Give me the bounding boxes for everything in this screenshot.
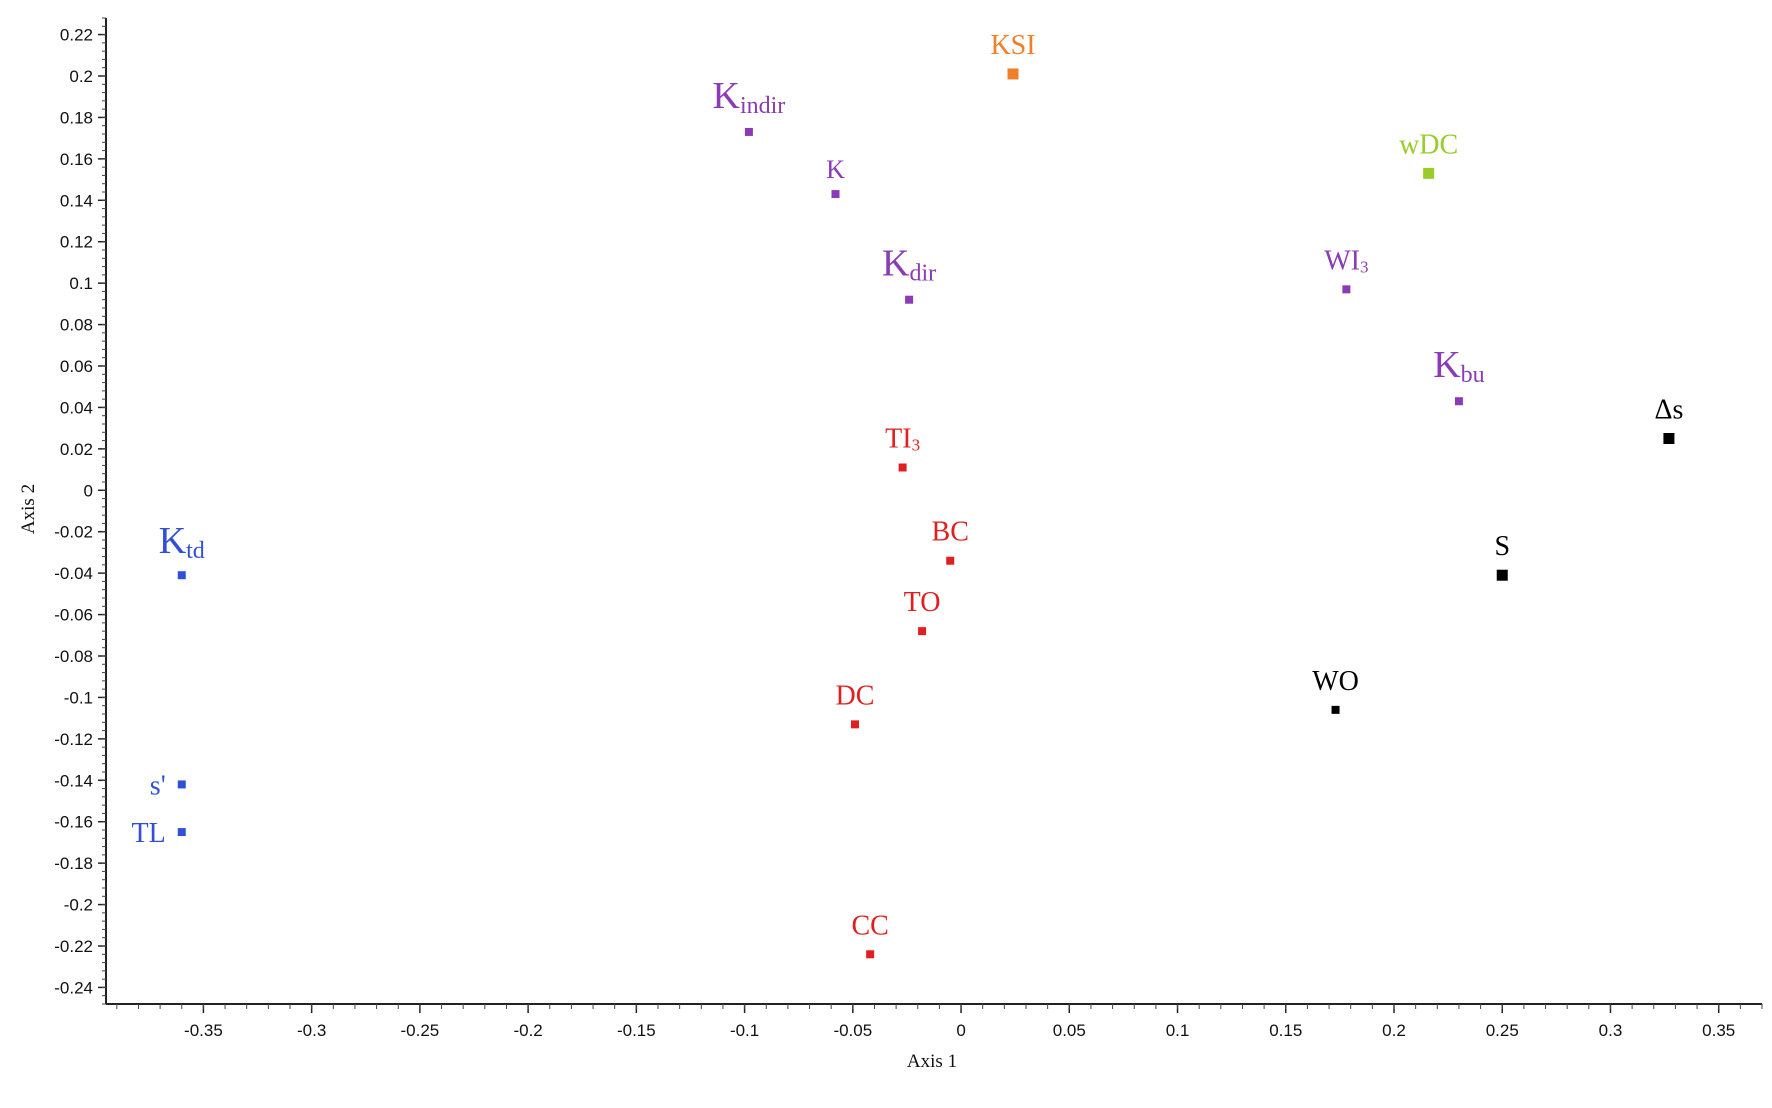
point-label: Kdir xyxy=(882,243,936,287)
y-axis-title: Axis 2 xyxy=(18,484,39,534)
x-tick-label: -0.05 xyxy=(833,1021,872,1040)
y-tick-label: -0.2 xyxy=(64,896,93,915)
y-tick-label: 0.12 xyxy=(60,233,93,252)
y-tick-label: -0.18 xyxy=(54,854,93,873)
y-tick-label: -0.1 xyxy=(64,688,93,707)
data-point xyxy=(1663,433,1675,444)
y-tick-label: 0.02 xyxy=(60,440,93,459)
point-label: KSI xyxy=(990,30,1035,61)
x-tick-label: 0 xyxy=(956,1021,965,1040)
point-label: Kbu xyxy=(1433,344,1484,388)
y-tick-label: 0.18 xyxy=(60,108,93,127)
data-point xyxy=(850,720,859,729)
point-label: TL xyxy=(132,818,166,849)
y-tick-label: 0.22 xyxy=(60,26,93,45)
x-tick-label: -0.2 xyxy=(513,1021,542,1040)
point-label: TO xyxy=(904,587,941,618)
data-point xyxy=(898,463,907,472)
data-point xyxy=(866,950,875,959)
x-tick-label: 0.15 xyxy=(1269,1021,1302,1040)
point-label: WI3 xyxy=(1324,245,1368,276)
data-point xyxy=(946,556,955,565)
point-label: S xyxy=(1494,531,1510,562)
y-tick-label: 0.04 xyxy=(60,398,93,417)
x-tick-label: 0.35 xyxy=(1702,1021,1735,1040)
x-tick-label: 0.25 xyxy=(1486,1021,1519,1040)
point-label: s' xyxy=(150,770,166,801)
x-tick-label: -0.35 xyxy=(184,1021,223,1040)
point-label: DC xyxy=(836,680,875,711)
x-tick-label: -0.1 xyxy=(730,1021,759,1040)
point-label: K xyxy=(826,155,845,184)
data-point xyxy=(1007,68,1019,80)
point-label: Δs xyxy=(1654,395,1683,426)
y-tick-label: -0.12 xyxy=(54,730,93,749)
point-label: Kindir xyxy=(713,75,786,119)
y-tick-label: -0.04 xyxy=(54,564,93,583)
y-tick-label: -0.02 xyxy=(54,523,93,542)
y-tick-label: 0.16 xyxy=(60,150,93,169)
point-label: BC xyxy=(932,517,969,548)
data-point xyxy=(744,127,753,136)
data-point xyxy=(1454,397,1463,406)
x-tick-label: -0.25 xyxy=(401,1021,440,1040)
point-label: wDC xyxy=(1399,129,1458,160)
x-tick-label: 0.05 xyxy=(1053,1021,1086,1040)
data-point xyxy=(831,190,840,199)
point-label: CC xyxy=(851,910,888,941)
y-tick-label: -0.24 xyxy=(54,978,93,997)
axes: 0.22 0.2 0.18 0.16 0.14 0.12 0.1 0.08 0.06 0.04 0.… xyxy=(54,17,1763,1040)
x-axis-title: Axis 1 xyxy=(907,1051,957,1072)
data-point xyxy=(918,627,927,636)
data-point xyxy=(1496,569,1508,581)
x-tick-label: 0.3 xyxy=(1599,1021,1623,1040)
y-tick-label: -0.22 xyxy=(54,937,93,956)
data-point xyxy=(1423,167,1435,179)
data-point xyxy=(177,780,186,789)
y-tick-label: -0.14 xyxy=(54,771,93,790)
x-tick-label: -0.3 xyxy=(297,1021,326,1040)
y-tick-label: -0.06 xyxy=(54,606,93,625)
x-tick-label: 0.2 xyxy=(1382,1021,1406,1040)
y-tick-label: 0.1 xyxy=(69,274,93,293)
y-tick-label: 0.06 xyxy=(60,357,93,376)
data-point xyxy=(905,295,914,304)
point-label: TI3 xyxy=(885,424,920,455)
point-label: Ktd xyxy=(159,520,205,564)
y-tick-label: 0 xyxy=(84,481,93,500)
y-tick-label: 0.14 xyxy=(60,191,93,210)
data-point xyxy=(1342,285,1351,294)
y-tick-label: 0.08 xyxy=(60,316,93,335)
point-label: WO xyxy=(1312,666,1359,697)
y-tick-label: 0.2 xyxy=(69,67,93,86)
y-tick-label: -0.16 xyxy=(54,813,93,832)
x-tick-label: 0.1 xyxy=(1166,1021,1190,1040)
y-tick-label: -0.08 xyxy=(54,647,93,666)
x-tick-label: -0.15 xyxy=(617,1021,656,1040)
data-point xyxy=(177,828,186,837)
data-point xyxy=(1331,705,1340,714)
data-point xyxy=(177,571,186,580)
